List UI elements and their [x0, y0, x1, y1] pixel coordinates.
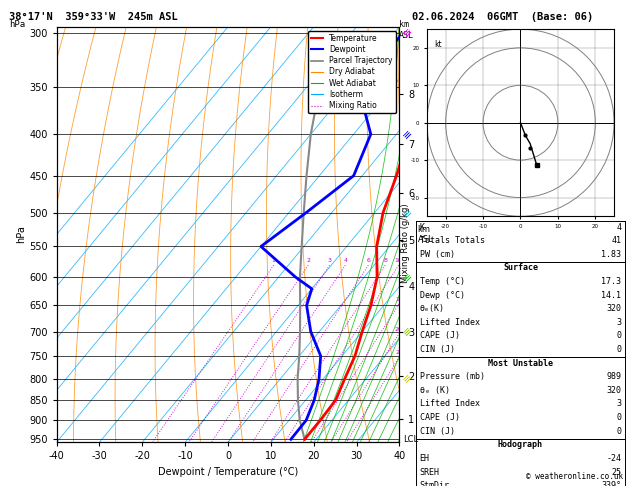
Text: LCL: LCL [404, 435, 419, 444]
Text: 6: 6 [366, 258, 370, 263]
Text: kt: kt [435, 40, 442, 50]
Text: 38°17'N  359°33'W  245m ASL: 38°17'N 359°33'W 245m ASL [9, 12, 178, 22]
Text: Hodograph: Hodograph [498, 440, 543, 450]
Text: CAPE (J): CAPE (J) [420, 413, 460, 422]
Text: θₑ (K): θₑ (K) [420, 386, 450, 395]
Text: 0: 0 [616, 345, 621, 354]
Text: 4: 4 [343, 258, 347, 263]
Text: hPa: hPa [9, 20, 26, 30]
Text: PW (cm): PW (cm) [420, 250, 455, 259]
Text: CIN (J): CIN (J) [420, 427, 455, 436]
Text: StmDir: StmDir [420, 481, 450, 486]
Y-axis label: hPa: hPa [16, 226, 26, 243]
Text: Mixing Ratio (g/kg): Mixing Ratio (g/kg) [401, 203, 410, 283]
Text: Pressure (mb): Pressure (mb) [420, 372, 484, 382]
Text: 3: 3 [616, 399, 621, 409]
Text: 20: 20 [395, 327, 403, 332]
Text: 41: 41 [611, 236, 621, 245]
Text: 25: 25 [611, 468, 621, 477]
Text: ≡: ≡ [401, 372, 415, 385]
Text: 14.1: 14.1 [601, 291, 621, 300]
Text: 02.06.2024  06GMT  (Base: 06): 02.06.2024 06GMT (Base: 06) [412, 12, 593, 22]
Text: Totals Totals: Totals Totals [420, 236, 484, 245]
Legend: Temperature, Dewpoint, Parcel Trajectory, Dry Adiabat, Wet Adiabat, Isotherm, Mi: Temperature, Dewpoint, Parcel Trajectory… [308, 31, 396, 113]
Text: θₑ(K): θₑ(K) [420, 304, 445, 313]
Text: 320: 320 [606, 386, 621, 395]
Text: ≡: ≡ [401, 127, 415, 141]
Text: 3: 3 [328, 258, 331, 263]
Text: 320: 320 [606, 304, 621, 313]
Text: 1.83: 1.83 [601, 250, 621, 259]
Y-axis label: km
ASL: km ASL [418, 225, 433, 244]
Text: 1: 1 [272, 258, 276, 263]
Text: Most Unstable: Most Unstable [488, 359, 553, 368]
Text: Temp (°C): Temp (°C) [420, 277, 465, 286]
Text: 989: 989 [606, 372, 621, 382]
Text: 25: 25 [396, 350, 403, 355]
Text: ≡: ≡ [401, 26, 415, 39]
Text: km
ASL: km ASL [399, 20, 414, 40]
Text: 0: 0 [616, 331, 621, 341]
Text: 0: 0 [616, 413, 621, 422]
Text: CIN (J): CIN (J) [420, 345, 455, 354]
X-axis label: Dewpoint / Temperature (°C): Dewpoint / Temperature (°C) [158, 467, 298, 477]
Text: Surface: Surface [503, 263, 538, 273]
Text: EH: EH [420, 454, 430, 463]
Text: Lifted Index: Lifted Index [420, 318, 479, 327]
Text: ≡: ≡ [401, 270, 415, 284]
Text: Lifted Index: Lifted Index [420, 399, 479, 409]
Text: 15: 15 [395, 297, 403, 302]
Text: 10: 10 [395, 258, 403, 263]
Text: CAPE (J): CAPE (J) [420, 331, 460, 341]
Text: K: K [420, 223, 425, 232]
Text: 8: 8 [383, 258, 387, 263]
Text: 4: 4 [616, 223, 621, 232]
Text: 17.3: 17.3 [601, 277, 621, 286]
Text: 2: 2 [306, 258, 310, 263]
Text: © weatheronline.co.uk: © weatheronline.co.uk [526, 472, 623, 481]
Text: 3: 3 [616, 318, 621, 327]
Text: Dewp (°C): Dewp (°C) [420, 291, 465, 300]
Text: ≡: ≡ [401, 206, 415, 220]
Text: 339°: 339° [601, 481, 621, 486]
Text: ≡: ≡ [401, 325, 415, 338]
Text: SREH: SREH [420, 468, 440, 477]
Text: 0: 0 [616, 427, 621, 436]
Text: -24: -24 [606, 454, 621, 463]
